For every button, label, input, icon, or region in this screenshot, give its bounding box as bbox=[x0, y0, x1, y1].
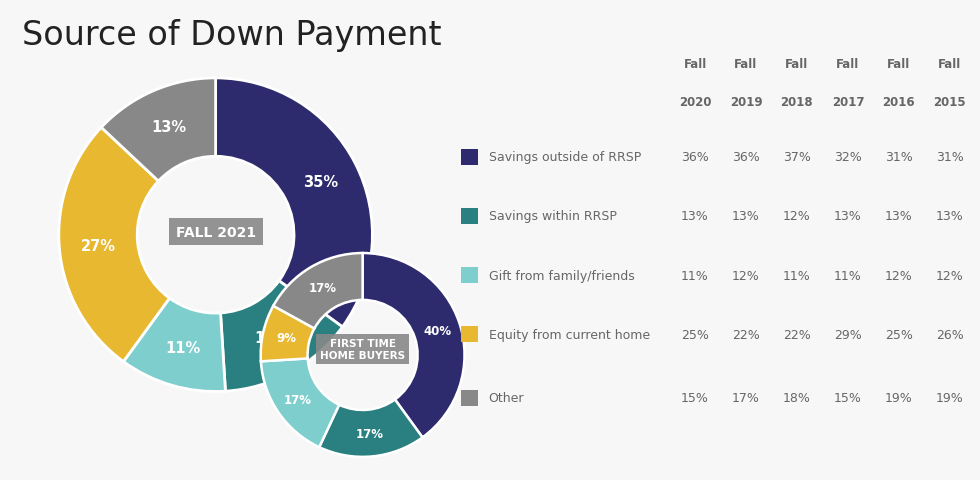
Text: Savings outside of RRSP: Savings outside of RRSP bbox=[489, 151, 641, 164]
Text: 17%: 17% bbox=[283, 393, 312, 406]
Wedge shape bbox=[363, 253, 465, 437]
Text: 29%: 29% bbox=[834, 328, 861, 341]
Text: 13%: 13% bbox=[936, 210, 963, 223]
Text: 25%: 25% bbox=[681, 328, 709, 341]
Text: 40%: 40% bbox=[423, 324, 452, 337]
Text: 12%: 12% bbox=[732, 269, 760, 282]
Text: Gift from family/friends: Gift from family/friends bbox=[489, 269, 634, 282]
Text: 17%: 17% bbox=[732, 392, 760, 405]
Text: 19%: 19% bbox=[885, 392, 912, 405]
Text: 13%: 13% bbox=[732, 210, 760, 223]
Text: 2019: 2019 bbox=[730, 96, 762, 109]
Text: 2017: 2017 bbox=[832, 96, 864, 109]
Text: 22%: 22% bbox=[732, 328, 760, 341]
Text: 2020: 2020 bbox=[679, 96, 711, 109]
FancyBboxPatch shape bbox=[461, 149, 478, 165]
Text: 14%: 14% bbox=[255, 331, 290, 346]
Text: 36%: 36% bbox=[732, 151, 760, 164]
Wedge shape bbox=[261, 306, 315, 361]
Wedge shape bbox=[59, 128, 170, 362]
Text: 12%: 12% bbox=[936, 269, 963, 282]
Text: 22%: 22% bbox=[783, 328, 810, 341]
Text: 17%: 17% bbox=[356, 427, 384, 440]
Wedge shape bbox=[216, 79, 372, 327]
Wedge shape bbox=[261, 359, 339, 447]
Text: Source of Down Payment: Source of Down Payment bbox=[22, 19, 441, 52]
Text: FIRST TIME
HOME BUYERS: FIRST TIME HOME BUYERS bbox=[320, 338, 405, 360]
Wedge shape bbox=[123, 299, 225, 392]
Text: 11%: 11% bbox=[834, 269, 861, 282]
Text: 15%: 15% bbox=[681, 392, 709, 405]
Text: Equity from current home: Equity from current home bbox=[489, 328, 650, 341]
FancyBboxPatch shape bbox=[461, 326, 478, 343]
Wedge shape bbox=[273, 253, 363, 329]
Text: 11%: 11% bbox=[783, 269, 810, 282]
Text: 13%: 13% bbox=[151, 120, 186, 135]
Text: 2016: 2016 bbox=[883, 96, 915, 109]
Text: Fall: Fall bbox=[938, 58, 961, 71]
Text: 13%: 13% bbox=[834, 210, 861, 223]
Text: 36%: 36% bbox=[681, 151, 709, 164]
Text: 31%: 31% bbox=[936, 151, 963, 164]
Text: Other: Other bbox=[489, 392, 524, 405]
Text: 11%: 11% bbox=[166, 340, 201, 355]
Text: 31%: 31% bbox=[885, 151, 912, 164]
Text: 19%: 19% bbox=[936, 392, 963, 405]
Wedge shape bbox=[101, 79, 216, 181]
Text: 25%: 25% bbox=[885, 328, 912, 341]
Text: Fall: Fall bbox=[785, 58, 808, 71]
Text: 35%: 35% bbox=[303, 174, 338, 190]
Wedge shape bbox=[220, 281, 342, 391]
Text: Savings within RRSP: Savings within RRSP bbox=[489, 210, 616, 223]
Text: 13%: 13% bbox=[885, 210, 912, 223]
Text: FALL 2021: FALL 2021 bbox=[175, 225, 256, 239]
Text: 18%: 18% bbox=[783, 392, 810, 405]
Text: 12%: 12% bbox=[783, 210, 810, 223]
Text: 27%: 27% bbox=[81, 239, 116, 254]
Text: 13%: 13% bbox=[681, 210, 709, 223]
Text: 15%: 15% bbox=[834, 392, 861, 405]
Text: 12%: 12% bbox=[885, 269, 912, 282]
Text: 32%: 32% bbox=[834, 151, 861, 164]
Text: 9%: 9% bbox=[276, 332, 296, 345]
Text: 37%: 37% bbox=[783, 151, 810, 164]
Text: Fall: Fall bbox=[887, 58, 910, 71]
Text: Fall: Fall bbox=[734, 58, 758, 71]
Text: 17%: 17% bbox=[309, 281, 337, 294]
FancyBboxPatch shape bbox=[461, 208, 478, 225]
Text: 26%: 26% bbox=[936, 328, 963, 341]
Text: 2018: 2018 bbox=[781, 96, 813, 109]
Text: Fall: Fall bbox=[836, 58, 859, 71]
FancyBboxPatch shape bbox=[461, 390, 478, 406]
Text: 11%: 11% bbox=[681, 269, 709, 282]
Wedge shape bbox=[319, 400, 422, 457]
FancyBboxPatch shape bbox=[461, 267, 478, 284]
Text: 2015: 2015 bbox=[934, 96, 966, 109]
Text: Fall: Fall bbox=[683, 58, 707, 71]
